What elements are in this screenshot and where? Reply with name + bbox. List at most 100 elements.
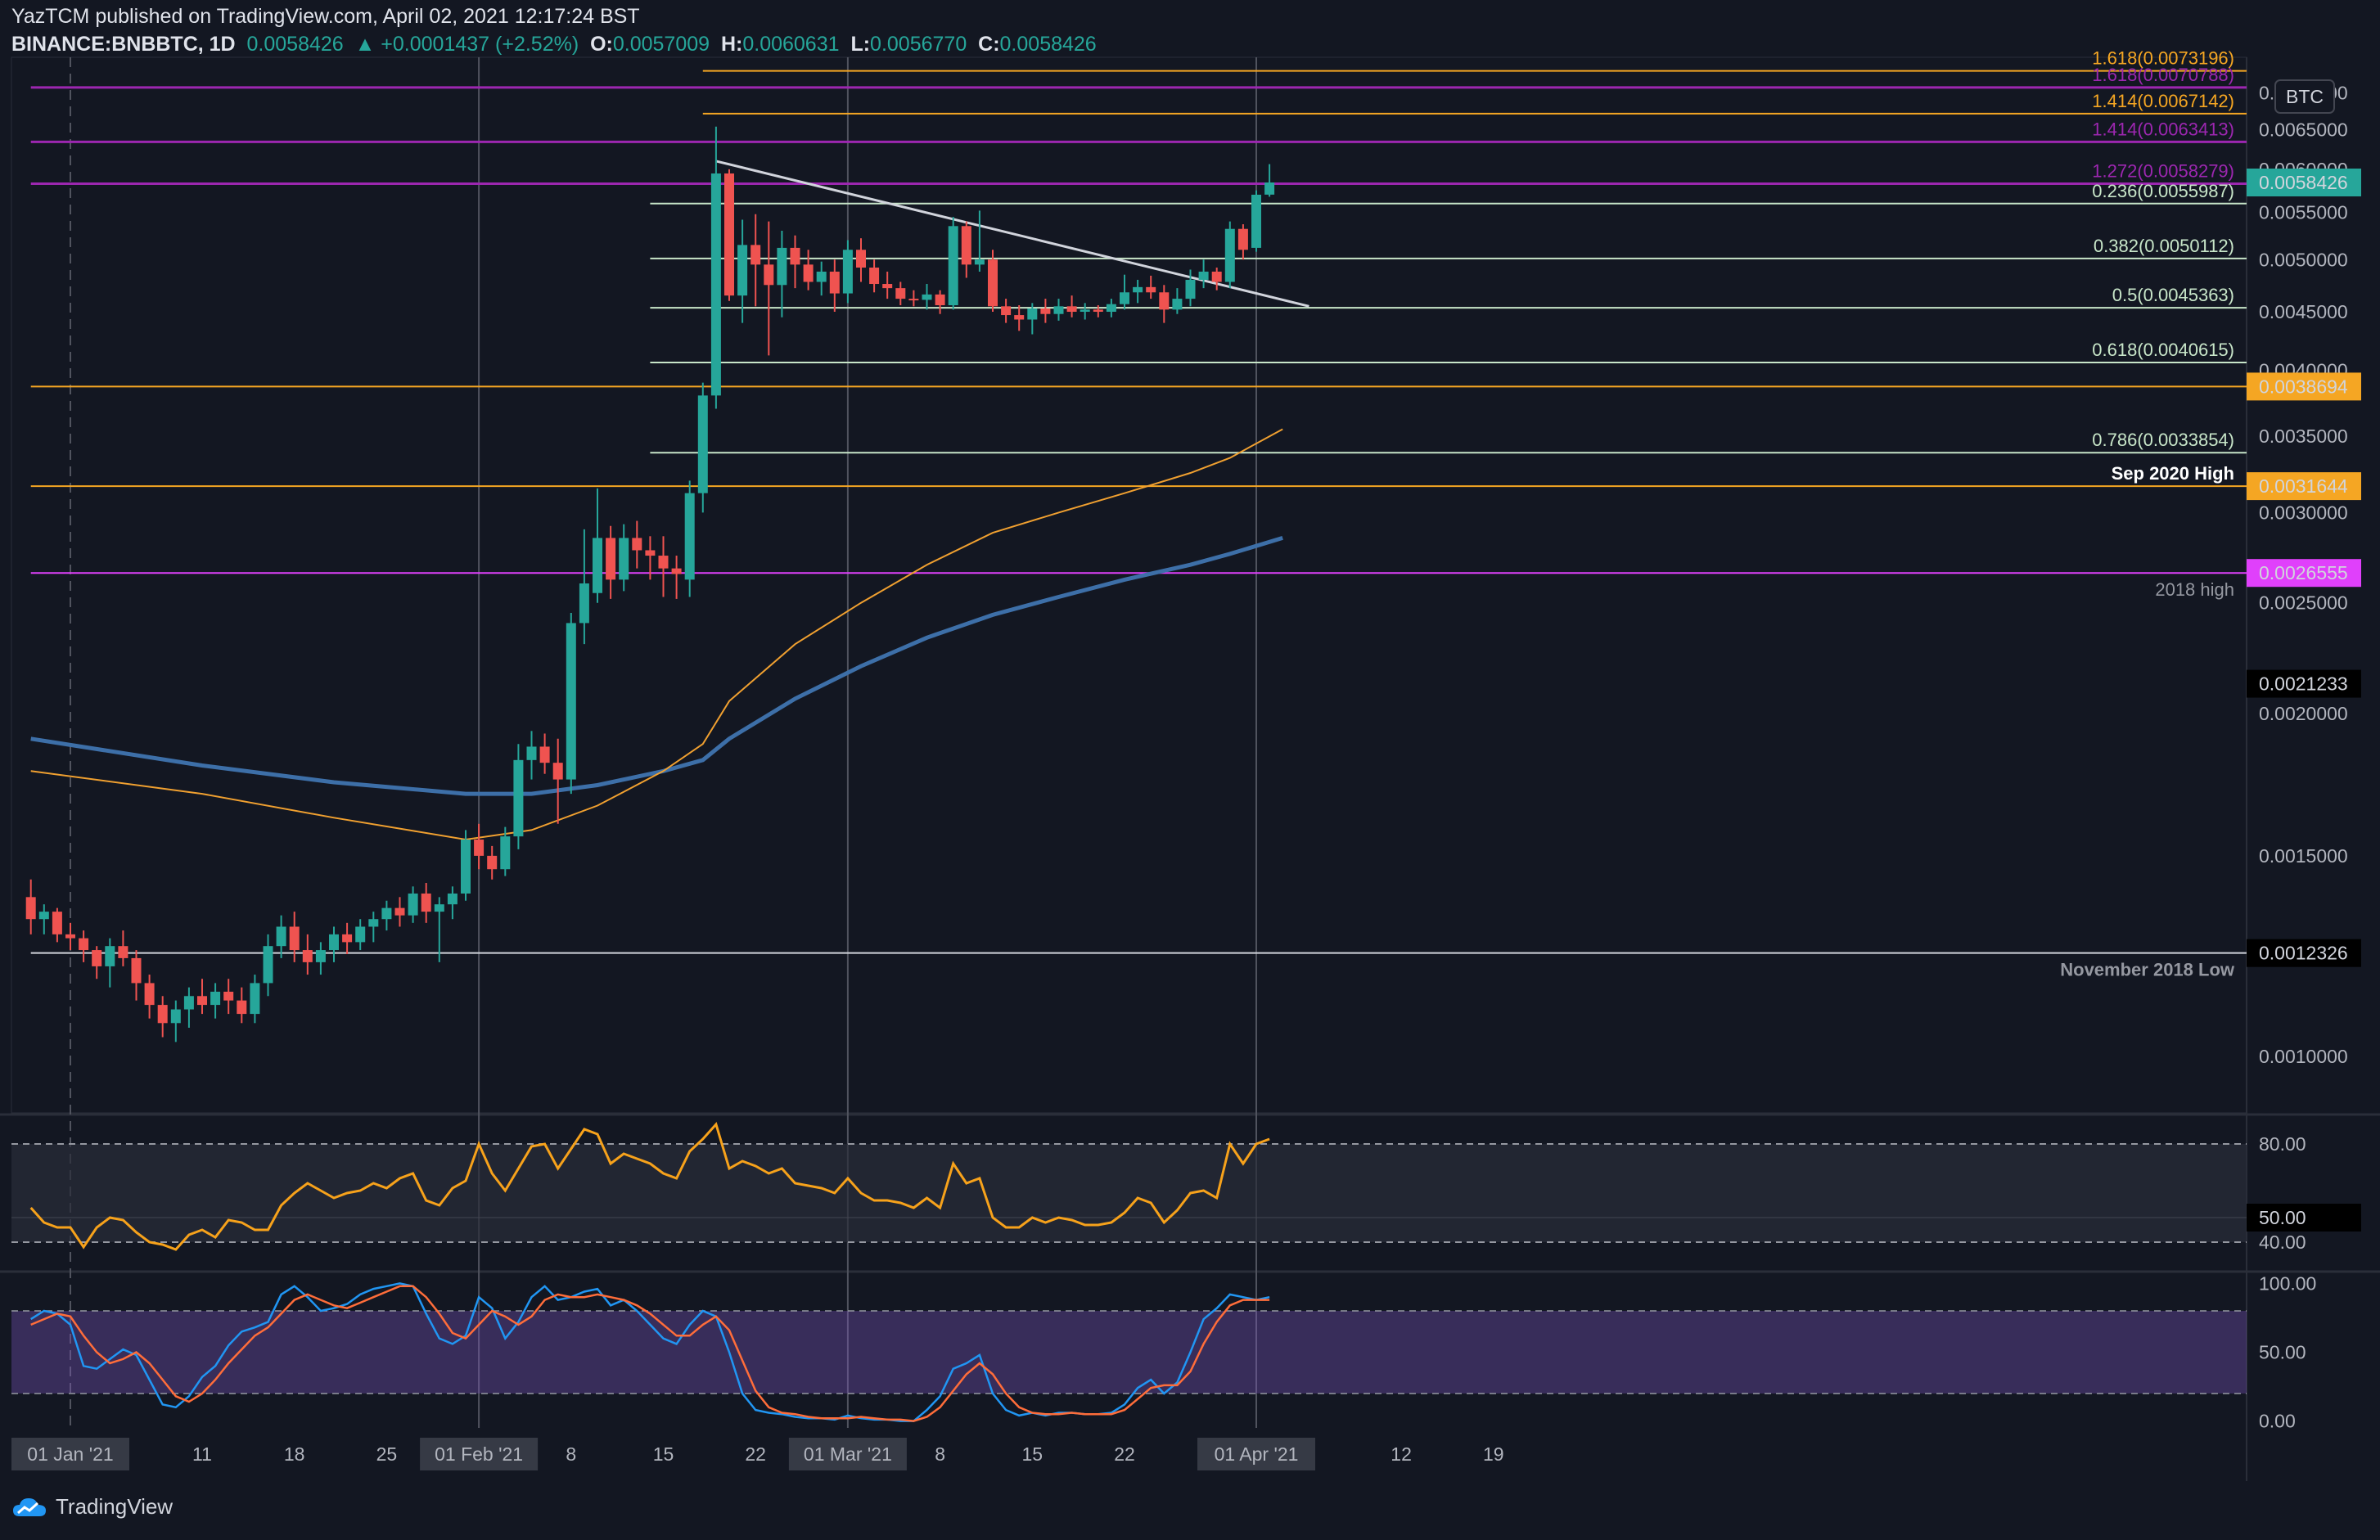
candle — [1211, 268, 1222, 290]
candle — [895, 281, 906, 305]
date-label-box — [11, 1438, 129, 1470]
candle — [52, 907, 62, 943]
candle-body — [513, 759, 524, 837]
panel-backgrounds — [0, 56, 2380, 1481]
candle-body — [1211, 271, 1222, 282]
date-tick: 8 — [935, 1443, 945, 1465]
price-tick: 0.0020000 — [2259, 703, 2348, 724]
level-label: 0.382(0.0050112) — [2094, 236, 2234, 256]
candle-body — [777, 247, 787, 286]
low-value: 0.0056770 — [870, 33, 967, 56]
candle-body — [131, 957, 142, 984]
price-tick: 0.0065000 — [2259, 119, 2348, 140]
ohlc-line: BINANCE:BNBBTC, 1D 0.0058426 ▲ +0.000143… — [11, 33, 1097, 56]
candle-body — [381, 907, 392, 920]
candle — [922, 284, 932, 310]
candle — [447, 886, 458, 920]
level-label: 0.236(0.0055987) — [2092, 181, 2234, 201]
candle-body — [869, 268, 880, 285]
candle — [394, 897, 405, 927]
candle — [1146, 275, 1156, 299]
candle-body — [935, 294, 945, 305]
candle — [302, 934, 313, 975]
candle-body — [1014, 315, 1025, 320]
candle — [131, 950, 142, 1001]
candle-body — [1106, 304, 1116, 313]
candle — [197, 979, 207, 1015]
level-label: 0.786(0.0033854) — [2092, 430, 2234, 450]
candle-body — [157, 1005, 168, 1024]
candle — [1185, 269, 1196, 307]
date-tick: 22 — [745, 1443, 766, 1465]
level-label: 1.272(0.0058279) — [2092, 161, 2234, 182]
symbol-label[interactable]: BINANCE:BNBBTC, 1D — [11, 33, 236, 56]
candle — [1159, 285, 1170, 323]
candle-body — [895, 288, 906, 299]
stoch-rsi-panel: 100.00 50.00 0.00 — [11, 1272, 2316, 1432]
candle-body — [342, 934, 353, 943]
candle — [421, 883, 431, 923]
candle — [579, 529, 589, 645]
candle-body — [1040, 308, 1051, 314]
rsi-current-tag: 50.00 — [2247, 1204, 2361, 1232]
candle-body — [1185, 279, 1196, 299]
candle-body — [526, 746, 537, 760]
candle — [315, 942, 326, 975]
candle-body — [79, 938, 89, 951]
candle — [1120, 274, 1129, 310]
descending-trendline[interactable] — [715, 160, 1309, 308]
candle — [381, 900, 392, 931]
candle-body — [461, 840, 471, 894]
price-tick: 0.0025000 — [2259, 592, 2348, 614]
candle-body — [434, 904, 444, 912]
candle-body — [25, 897, 36, 920]
currency-badge[interactable]: BTC — [2274, 79, 2335, 114]
candle-body — [368, 919, 379, 927]
candle — [619, 524, 629, 592]
candle-body — [1172, 299, 1183, 310]
candle-body — [408, 893, 418, 916]
candle-body — [645, 550, 656, 556]
candle — [829, 259, 840, 313]
price-tag-text: 0.0012326 — [2259, 943, 2348, 964]
candle — [1106, 299, 1116, 317]
date-tick: 22 — [1114, 1443, 1135, 1465]
candle-body — [52, 912, 62, 934]
high-label: H: — [720, 33, 743, 56]
candle — [869, 259, 880, 293]
candle — [566, 612, 576, 795]
date-axis[interactable]: 01 Jan '21 11 18 25 01 Feb '21 8 15 22 01 Mar '2… — [11, 1438, 1504, 1470]
candle — [684, 480, 695, 597]
candle — [737, 219, 748, 323]
candle-body — [961, 226, 971, 265]
candle — [1224, 221, 1235, 289]
candle-body — [1146, 286, 1156, 293]
candle-body — [474, 840, 485, 856]
candle — [1001, 299, 1012, 323]
candle-body — [487, 855, 498, 870]
candle — [803, 250, 814, 290]
candle — [1080, 303, 1090, 320]
candle — [948, 217, 958, 310]
candle — [434, 897, 444, 962]
candle-body — [724, 173, 734, 296]
price-tag: 0.0038694 — [2247, 372, 2361, 401]
date-label-box — [1197, 1438, 1315, 1470]
tradingview-brand: TradingView — [11, 1494, 173, 1520]
publisher-line: YazTCM published on TradingView.com, Apr… — [11, 5, 640, 29]
candle-body — [1120, 292, 1129, 304]
price-axis[interactable]: 0.00700000.00650000.00600000.00550000.00… — [2247, 83, 2361, 1068]
candle-body — [988, 259, 998, 307]
candle — [183, 987, 194, 1028]
stoch-tick: 100.00 — [2259, 1272, 2316, 1294]
candle — [935, 290, 945, 314]
candle — [658, 536, 669, 597]
ma200-line — [30, 536, 1283, 796]
open-label: O: — [590, 33, 613, 56]
candle — [474, 823, 485, 870]
candle-body — [829, 271, 840, 294]
price-tag: 0.0058426 — [2247, 169, 2361, 197]
close-value: 0.0058426 — [999, 33, 1097, 56]
candle — [724, 169, 734, 301]
